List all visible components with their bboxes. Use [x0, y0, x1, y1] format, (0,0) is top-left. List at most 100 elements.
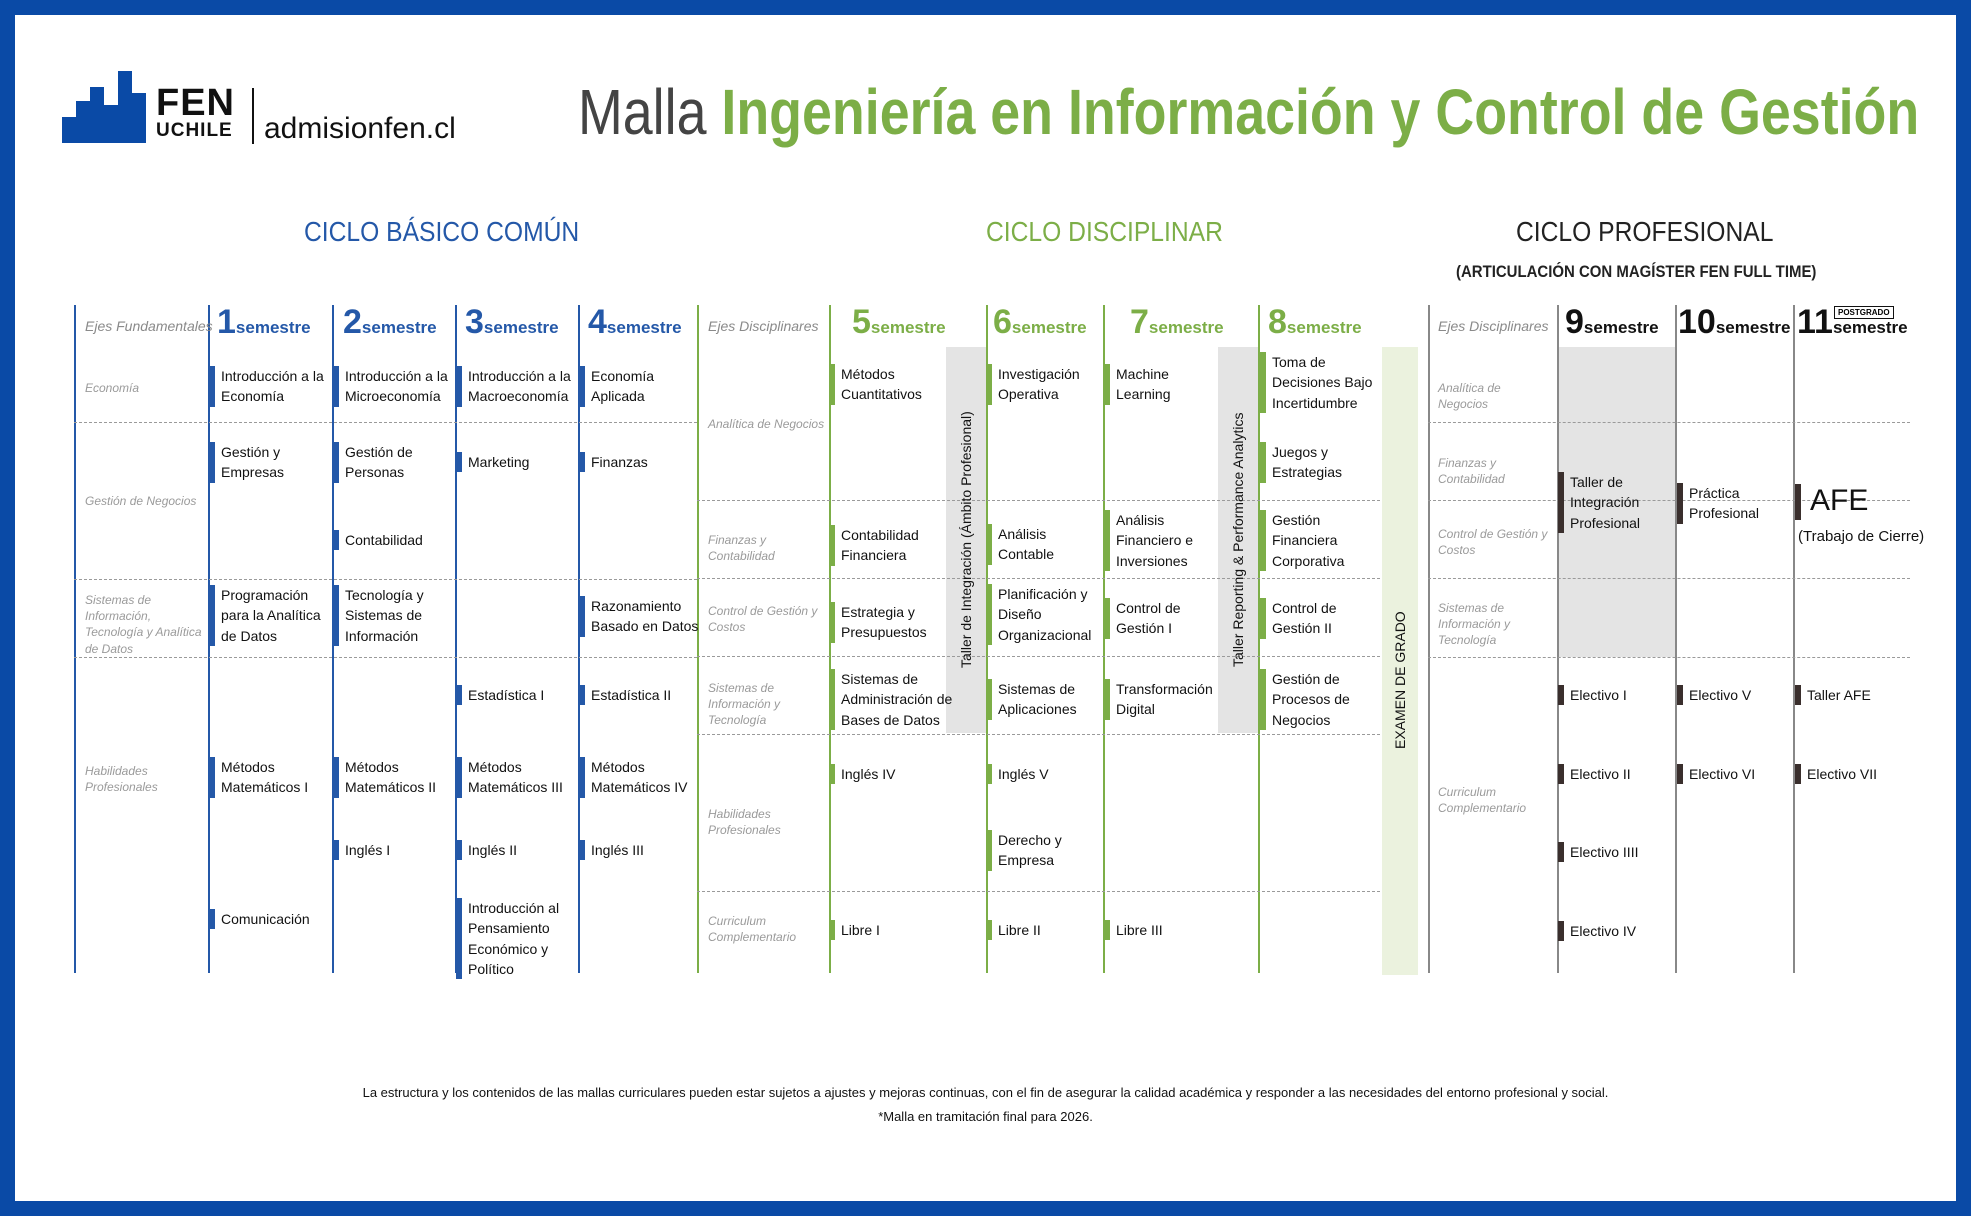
axis-label-fundamental: Gestión de Negocios — [85, 494, 197, 508]
axis-label-professional: Curriculum Complementario — [1438, 785, 1527, 816]
semester-word: semestre — [235, 318, 311, 337]
semester-word: semestre — [1148, 318, 1224, 337]
grid-row-divider — [74, 422, 697, 423]
grid-row-divider — [1428, 500, 1910, 501]
axis-label-professional: Finanzas y Contabilidad — [1438, 456, 1505, 487]
course-item: Introducción a la Economía — [209, 366, 331, 407]
axis-label-fundamental: Sistemas de Información, Tecnología y An… — [85, 593, 202, 656]
course-item: Electivo V — [1677, 685, 1779, 706]
course-afe-subtitle: (Trabajo de Cierre) — [1798, 528, 1925, 545]
semester-header-3: 3semestre — [465, 305, 559, 339]
grid-row-divider — [74, 657, 697, 658]
grid-row-divider — [697, 578, 1380, 579]
course-item: Gestión de Procesos de Negocios — [1260, 669, 1372, 730]
course-item: Métodos Matemáticos I — [209, 757, 321, 798]
semester-header-10: 10semestre — [1678, 305, 1791, 339]
course-item: Estadística II — [579, 685, 691, 706]
grid-row-divider — [1428, 578, 1910, 579]
page-title: Malla Ingeniería en Información y Contro… — [578, 80, 1919, 144]
course-item: Tecnología y Sistemas de Información — [333, 585, 445, 646]
course-item: Estrategia y Presupuestos — [829, 602, 951, 643]
course-item: Métodos Matemáticos IV — [579, 757, 701, 798]
site-link[interactable]: admisionfen.cl — [264, 112, 456, 145]
course-item: Taller AFE — [1795, 685, 1897, 706]
axis-label-disciplinary: Habilidades Profesionales — [708, 807, 781, 838]
grid-column-line — [1103, 305, 1105, 973]
footnote-status: *Malla en tramitación final para 2026. — [878, 1109, 1093, 1124]
axis-header-professional: Ejes Disciplinares — [1438, 318, 1549, 334]
semester-number: 9 — [1565, 303, 1584, 341]
course-item: Contabilidad — [333, 530, 455, 551]
semester-word: semestre — [361, 318, 437, 337]
taller-integracion-band — [946, 347, 986, 733]
axis-label-professional: Analítica de Negocios — [1438, 381, 1501, 412]
course-item: Economía Aplicada — [579, 366, 691, 407]
semester-header-8: 8semestre — [1268, 305, 1362, 339]
semester-header-9: 9semestre — [1565, 305, 1659, 339]
semester-number: 4 — [588, 303, 607, 341]
grid-column-line — [578, 305, 580, 973]
course-item: Inglés III — [579, 840, 681, 861]
course-item: Estadística I — [456, 685, 568, 706]
grid-row-divider — [697, 500, 1380, 501]
course-item: Toma de Decisiones Bajo Incertidumbre — [1260, 352, 1382, 413]
semester-number: 6 — [993, 303, 1012, 341]
semester-number: 3 — [465, 303, 484, 341]
course-item: Electivo VI — [1677, 764, 1779, 785]
course-item: Libre III — [1104, 920, 1206, 941]
semester-word: semestre — [1583, 318, 1659, 337]
course-afe: AFE — [1810, 484, 1869, 517]
course-item: Electivo VII — [1795, 764, 1897, 785]
course-item: Introducción a la Microeconomía — [333, 366, 455, 407]
postgrado-badge: POSTGRADO — [1834, 306, 1894, 319]
course-item: Electivo IIII — [1558, 842, 1660, 863]
axis-label-fundamental: Economía — [85, 381, 140, 395]
axis-label-disciplinary: Curriculum Complementario — [708, 914, 797, 945]
semester-header-11: 11semestre — [1797, 305, 1908, 339]
course-item: Métodos Cuantitativos — [829, 364, 951, 405]
logo-divider — [252, 88, 254, 144]
semester-header-5: 5semestre — [852, 305, 946, 339]
course-item: Electivo II — [1558, 764, 1660, 785]
axis-label-disciplinary: Analítica de Negocios — [708, 417, 825, 431]
fen-logo-icon — [62, 71, 146, 143]
semester-number: 5 — [852, 303, 871, 341]
course-afe-marker — [1795, 484, 1801, 520]
semester-number: 1 — [217, 303, 236, 341]
semester-number: 2 — [343, 303, 362, 341]
semester-word: semestre — [870, 318, 946, 337]
grid-column-line — [1793, 305, 1795, 973]
axis-label-fundamental: Habilidades Profesionales — [85, 764, 158, 795]
cycle-disciplinary-heading: CICLO DISCIPLINAR — [986, 216, 1223, 247]
course-item: Derecho y Empresa — [986, 830, 1093, 871]
course-item: Inglés II — [456, 840, 558, 861]
taller-integracion-profesional-band — [1558, 347, 1676, 657]
course-item: Programación para la Analítica de Datos — [209, 585, 321, 646]
course-item: Inglés V — [986, 764, 1098, 785]
axis-label-professional: Control de Gestión y Costos — [1438, 527, 1548, 558]
grid-row-divider — [1428, 422, 1910, 423]
course-item: Razonamiento Basado en Datos — [579, 596, 701, 637]
semester-word: semestre — [1715, 318, 1791, 337]
course-item: Marketing — [456, 452, 568, 473]
course-item: Inglés IV — [829, 764, 941, 785]
grid-column-line — [1675, 305, 1677, 973]
cycle-professional-subheading: (ARTICULACIÓN CON MAGÍSTER FEN FULL TIME… — [1456, 262, 1817, 281]
semester-word: semestre — [1286, 318, 1362, 337]
grid-row-divider — [697, 734, 1380, 735]
course-item: Sistemas de Administración de Bases de D… — [829, 669, 961, 730]
title-main: Ingeniería en Información y Control de G… — [721, 76, 1920, 148]
grid-row-divider — [697, 891, 1380, 892]
semester-word: semestre — [1011, 318, 1087, 337]
course-item: Análisis Contable — [986, 524, 1098, 565]
axis-label-disciplinary: Sistemas de Información y Tecnología — [708, 681, 781, 728]
axis-label-disciplinary: Finanzas y Contabilidad — [708, 533, 775, 564]
axis-header-fundamental: Ejes Fundamentales — [85, 318, 213, 334]
grid-row-divider — [697, 656, 1380, 657]
course-item: Análisis Financiero e Inversiones — [1104, 510, 1206, 571]
course-item: Gestión Financiera Corporativa — [1260, 510, 1362, 571]
course-item: Electivo I — [1558, 685, 1660, 706]
logo-uchile-text: UCHILE — [156, 120, 233, 141]
course-item: Control de Gestión II — [1260, 598, 1362, 639]
course-item: Métodos Matemáticos III — [456, 757, 578, 798]
